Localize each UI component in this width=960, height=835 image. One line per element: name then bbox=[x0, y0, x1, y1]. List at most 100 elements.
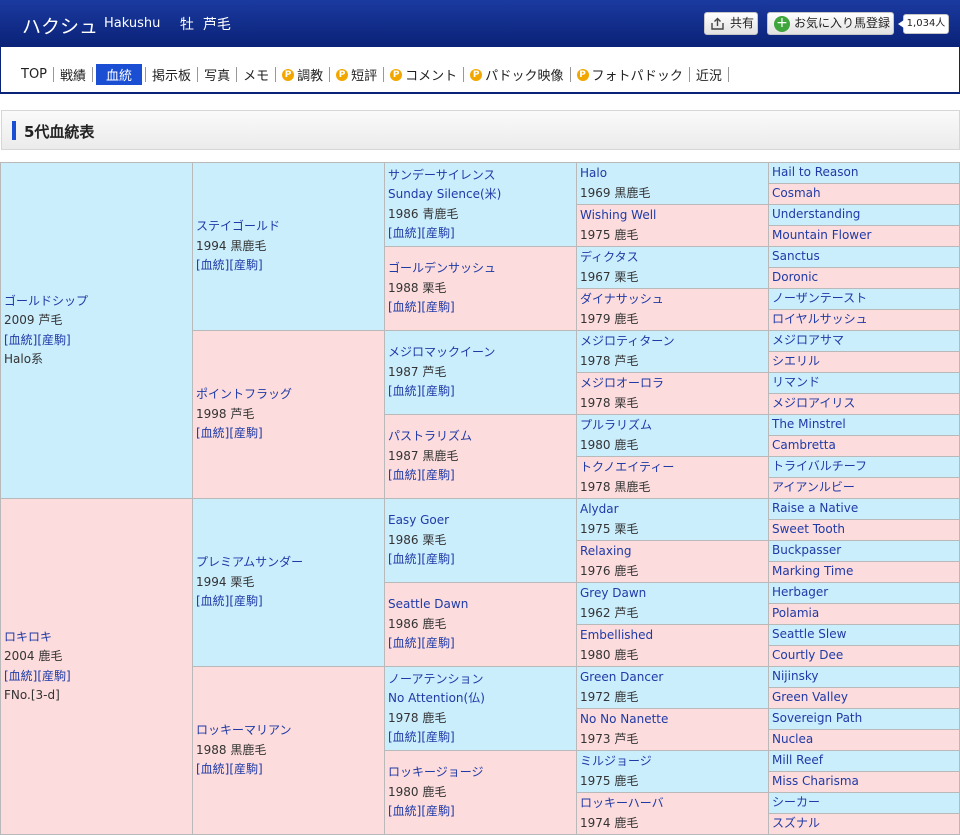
horse-name-link[interactable]: Cambretta bbox=[772, 438, 836, 452]
pedigree-cell-g5: Sweet Tooth bbox=[768, 519, 960, 541]
pedigree-progeny-link[interactable]: [血統][産駒] bbox=[196, 258, 263, 273]
pedigree-progeny-link[interactable]: [血統][産駒] bbox=[388, 804, 455, 819]
pedigree-progeny-link[interactable]: [血統][産駒] bbox=[4, 332, 71, 347]
horse-birth-color: 1978 栗毛 bbox=[580, 395, 639, 410]
horse-name-link[interactable]: ノーザンテースト bbox=[772, 291, 868, 305]
nav-tab-7[interactable]: P 調教 bbox=[279, 65, 326, 84]
horse-name-link[interactable]: Doronic bbox=[772, 270, 819, 284]
horse-name-link[interactable]: Embellished bbox=[580, 628, 654, 642]
horse-name-link[interactable]: メジロアサマ bbox=[772, 333, 845, 347]
favorite-register-button[interactable]: + お気に入り馬登録 bbox=[767, 12, 894, 35]
pedigree-progeny-link[interactable]: [血統][産駒] bbox=[388, 636, 455, 651]
horse-name-link[interactable]: Miss Charisma bbox=[772, 774, 859, 788]
horse-name-link[interactable]: ノーアテンション bbox=[388, 671, 484, 686]
horse-name-link[interactable]: トライバルチーフ bbox=[772, 459, 868, 473]
horse-name-link[interactable]: Easy Goer bbox=[388, 513, 450, 528]
horse-name-link[interactable]: Green Valley bbox=[772, 690, 848, 704]
horse-name-link[interactable]: Green Dancer bbox=[580, 670, 664, 684]
horse-name-link[interactable]: シエリル bbox=[772, 354, 821, 368]
pedigree-progeny-link[interactable]: [血統][産駒] bbox=[4, 668, 71, 683]
horse-name-link[interactable]: Nuclea bbox=[772, 732, 814, 746]
horse-name-link[interactable]: Raise a Native bbox=[772, 501, 859, 515]
horse-name-link[interactable]: メジロマックイーン bbox=[388, 345, 496, 360]
horse-name-link[interactable]: No No Nanette bbox=[580, 712, 669, 726]
nav-tab-1[interactable]: TOP bbox=[18, 67, 50, 82]
nav-tab-9[interactable]: P コメント bbox=[387, 65, 460, 84]
pedigree-cell-g5: ロイヤルサッシュ bbox=[768, 309, 960, 331]
pedigree-progeny-link[interactable]: [血統][産駒] bbox=[388, 730, 455, 744]
horse-name-link[interactable]: Buckpasser bbox=[772, 543, 842, 557]
horse-name-link[interactable]: Seattle Slew bbox=[772, 627, 847, 641]
horse-name-link[interactable]: メジロティターン bbox=[580, 334, 675, 348]
pedigree-cell-g5: Cambretta bbox=[768, 435, 960, 457]
horse-name-link[interactable]: Nijinsky bbox=[772, 669, 819, 683]
horse-name-link[interactable]: トクノエイティー bbox=[580, 460, 675, 474]
nav-tab-8[interactable]: P 短評 bbox=[333, 65, 380, 84]
nav-tab-2[interactable]: 戦績 bbox=[57, 65, 89, 84]
nav-tab-6[interactable]: メモ bbox=[240, 65, 272, 84]
pedigree-progeny-link[interactable]: [血統][産駒] bbox=[388, 300, 455, 315]
horse-name-link[interactable]: ステイゴールド bbox=[196, 219, 281, 234]
horse-name-link[interactable]: Courtly Dee bbox=[772, 648, 844, 662]
nav-tab-label: フォトパドック bbox=[591, 69, 683, 84]
pedigree-progeny-link[interactable]: [血統][産駒] bbox=[388, 384, 455, 399]
nav-tab-12[interactable]: 近況 bbox=[693, 65, 725, 84]
horse-name-link[interactable]: メジロオーロラ bbox=[580, 376, 665, 390]
horse-name-link[interactable]: Relaxing bbox=[580, 544, 632, 558]
horse-name-link[interactable]: ロイヤルサッシュ bbox=[772, 312, 868, 326]
horse-name-link[interactable]: ロキロキ bbox=[4, 629, 53, 644]
horse-name-link[interactable]: Seattle Dawn bbox=[388, 597, 469, 612]
horse-name-link[interactable]: Cosmah bbox=[772, 186, 821, 200]
pedigree-progeny-link[interactable]: [血統][産駒] bbox=[388, 226, 455, 240]
horse-name-link[interactable]: メジロアイリス bbox=[772, 396, 856, 410]
horse-name-link[interactable]: リマンド bbox=[772, 375, 821, 389]
horse-name-link[interactable]: ゴールデンサッシュ bbox=[388, 261, 497, 276]
horse-name-link[interactable]: アイアンルビー bbox=[772, 480, 855, 494]
horse-name-link[interactable]: Polamia bbox=[772, 606, 820, 620]
horse-name-link[interactable]: パストラリズム bbox=[388, 429, 473, 444]
horse-name-link[interactable]: Mill Reef bbox=[772, 753, 823, 767]
horse-birth-color: 1978 芦毛 bbox=[580, 353, 639, 368]
nav-tab-10[interactable]: P パドック映像 bbox=[467, 65, 566, 84]
pedigree-progeny-link[interactable]: [血統][産駒] bbox=[388, 552, 455, 567]
horse-name-link[interactable]: Herbager bbox=[772, 585, 829, 599]
horse-name-link[interactable]: ポイントフラッグ bbox=[196, 387, 293, 402]
horse-name-link[interactable]: Sanctus bbox=[772, 249, 820, 263]
horse-name-link[interactable]: スズナル bbox=[772, 816, 821, 830]
horse-name-link[interactable]: Halo bbox=[580, 166, 608, 180]
pedigree-progeny-link[interactable]: [血統][産駒] bbox=[196, 762, 263, 777]
horse-name-link[interactable]: シーカー bbox=[772, 795, 821, 809]
horse-name-link[interactable]: Understanding bbox=[772, 207, 861, 221]
nav-tab-4[interactable]: 掲示板 bbox=[149, 65, 194, 84]
pedigree-progeny-link[interactable]: [血統][産駒] bbox=[196, 594, 263, 609]
horse-name-link[interactable]: ミルジョージ bbox=[580, 754, 652, 768]
share-button[interactable]: 共有 bbox=[704, 12, 758, 35]
horse-name-alt-link[interactable]: Sunday Silence(米) bbox=[388, 187, 502, 201]
horse-name-link[interactable]: Marking Time bbox=[772, 564, 854, 578]
horse-name-link[interactable]: プレミアムサンダー bbox=[196, 555, 304, 570]
pedigree-cell-g4: ロッキーハーバ 1974 鹿毛 bbox=[576, 792, 769, 835]
horse-name-link[interactable]: Hail to Reason bbox=[772, 165, 859, 179]
nav-separator bbox=[688, 67, 690, 82]
horse-name-link[interactable]: ロッキーハーバ bbox=[580, 796, 664, 810]
nav-tab-3[interactable]: 血統 bbox=[96, 64, 143, 85]
horse-name-link[interactable]: Sovereign Path bbox=[772, 711, 863, 725]
horse-name-link[interactable]: Mountain Flower bbox=[772, 228, 872, 242]
horse-name-alt-link[interactable]: No Attention(仏) bbox=[388, 691, 485, 705]
horse-name-link[interactable]: ディクタス bbox=[580, 250, 639, 264]
horse-name-link[interactable]: ロッキージョージ bbox=[388, 765, 484, 780]
horse-name-link[interactable]: サンデーサイレンス bbox=[388, 167, 496, 182]
pedigree-progeny-link[interactable]: [血統][産駒] bbox=[388, 468, 455, 483]
pedigree-progeny-link[interactable]: [血統][産駒] bbox=[196, 426, 263, 441]
horse-name-link[interactable]: ダイナサッシュ bbox=[580, 292, 664, 306]
nav-tab-11[interactable]: P フォトパドック bbox=[574, 65, 686, 84]
horse-name-link[interactable]: Alydar bbox=[580, 502, 619, 516]
nav-tab-5[interactable]: 写真 bbox=[201, 65, 233, 84]
horse-name-link[interactable]: プルラリズム bbox=[580, 418, 653, 432]
horse-name-link[interactable]: Sweet Tooth bbox=[772, 522, 846, 536]
horse-name-link[interactable]: Grey Dawn bbox=[580, 586, 647, 600]
horse-name-link[interactable]: ロッキーマリアン bbox=[196, 723, 292, 738]
horse-name-link[interactable]: Wishing Well bbox=[580, 208, 657, 222]
horse-name-link[interactable]: The Minstrel bbox=[772, 417, 846, 431]
horse-name-link[interactable]: ゴールドシップ bbox=[4, 293, 89, 308]
